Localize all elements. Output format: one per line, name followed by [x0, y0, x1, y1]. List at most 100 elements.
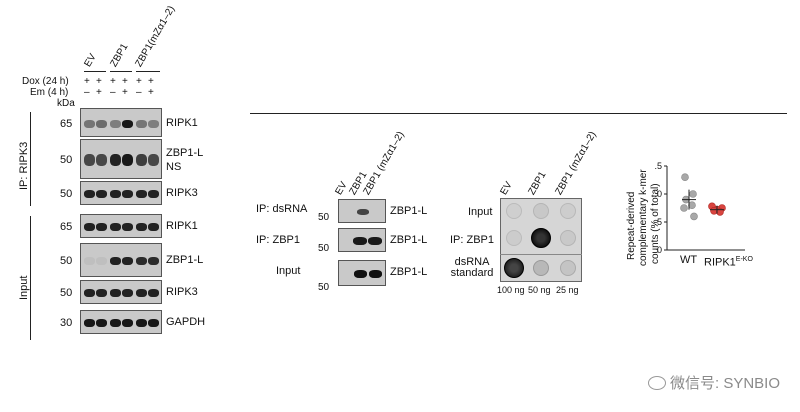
- scatter-svg: 1.5 1.0 0.5 0: [655, 161, 745, 255]
- band: [136, 257, 147, 265]
- middle-lane-zbp1-mut: ZBP1 (mZα1–2): [361, 129, 407, 197]
- data-point: [690, 212, 698, 221]
- watermark: 微信号: SYNBIO: [648, 372, 780, 393]
- ip-section-bracket: [30, 112, 31, 206]
- band: [369, 270, 382, 278]
- input-section-bracket: [30, 216, 31, 340]
- middle-row-label-ip-dsrna: IP: dsRNA: [256, 203, 308, 215]
- scatter-xlabel-ko-text: RIPK1: [704, 256, 736, 269]
- band: [84, 289, 95, 297]
- input-section-label: Input: [18, 275, 30, 300]
- band: [122, 289, 133, 297]
- band: [84, 154, 95, 166]
- dot-ip-ev: [506, 230, 522, 246]
- dot-row-dsrna-standard: dsRNA standard: [450, 256, 494, 279]
- band: [148, 154, 159, 166]
- band: [122, 223, 133, 231]
- data-point: [681, 173, 689, 182]
- wechat-icon: [648, 376, 666, 390]
- dox-sign: +: [122, 76, 128, 87]
- middle-band-label-1: ZBP1-L: [390, 205, 428, 217]
- dot-lane-zbp1-mut: ZBP1 (mZα1–2): [553, 129, 599, 197]
- std-amount-50: 50 ng: [528, 285, 551, 295]
- scatter-xlabel-ko-sup: E-KO: [735, 256, 753, 263]
- condition-label-zbp1: ZBP1: [108, 41, 131, 69]
- y-tick-label: 0: [657, 245, 662, 255]
- dot-ip-zbp1: [531, 228, 551, 248]
- band: [136, 319, 147, 327]
- dox-sign: +: [148, 76, 154, 87]
- band: [110, 119, 121, 128]
- dot-std-50: [533, 260, 549, 276]
- band: [96, 319, 107, 327]
- left-blot-marker: 50: [60, 154, 73, 166]
- band: [110, 223, 121, 231]
- band: [110, 257, 121, 265]
- middle-marker-1: 50: [318, 212, 330, 223]
- band: [84, 319, 95, 327]
- band: [148, 223, 159, 231]
- left-blot-marker: 65: [60, 221, 73, 233]
- middle-band-label-3: ZBP1-L: [390, 266, 428, 278]
- left-blot: [80, 181, 162, 205]
- band: [96, 289, 107, 297]
- left-blot-marker: 50: [60, 255, 73, 267]
- em-label: Em (4 h): [30, 87, 69, 98]
- dox-sign: +: [96, 76, 102, 87]
- std-amount-25: 25 ng: [556, 285, 579, 295]
- band: [96, 223, 107, 231]
- middle-row-label-ip-zbp1: IP: ZBP1: [256, 234, 301, 246]
- em-sign: +: [96, 87, 102, 98]
- left-blot-label: RIPK1: [166, 116, 198, 129]
- y-tick-label: 1.0: [655, 189, 662, 199]
- dox-sign: +: [84, 76, 90, 87]
- dot-input-zbp1: [533, 203, 549, 219]
- ip-ripk3-section-label: IP: RIPK3: [18, 141, 30, 190]
- dot-blot-row-sep: [500, 254, 582, 255]
- band: [84, 190, 95, 198]
- left-blot: [80, 139, 162, 179]
- left-blot-label: RIPK3: [166, 286, 198, 298]
- band: [136, 289, 147, 297]
- left-blot-label: GAPDH: [166, 316, 206, 328]
- band: [136, 154, 147, 166]
- std-amount-100: 100 ng: [497, 285, 525, 295]
- data-point: [689, 190, 697, 198]
- em-sign: –: [84, 87, 90, 98]
- band: [122, 154, 133, 166]
- scatter-xlabel-wt: WT: [680, 254, 698, 266]
- data-point: [688, 201, 696, 210]
- band: [110, 289, 121, 297]
- left-blot-label: RIPK3: [166, 187, 198, 199]
- em-sign: +: [148, 87, 154, 98]
- band: [96, 257, 107, 265]
- scatter-xlabel-ko: RIPK1E-KO: [704, 254, 753, 269]
- band: [84, 257, 95, 265]
- band: [353, 237, 367, 245]
- scatter-ylabel-line1: Repeat-derived: [626, 191, 637, 260]
- band: [148, 289, 159, 297]
- condition-label-zbp1-mut: ZBP1(mZα1–2): [133, 4, 178, 69]
- middle-band-label-2: ZBP1-L: [390, 234, 428, 246]
- band: [357, 209, 369, 215]
- dox-sign: +: [110, 76, 116, 87]
- dot-input-mut: [560, 203, 576, 219]
- watermark-text: 微信号: SYNBIO: [670, 375, 781, 392]
- band: [122, 319, 133, 327]
- left-blot: [80, 280, 162, 304]
- em-sign: +: [122, 87, 128, 98]
- band: [110, 319, 121, 327]
- left-blot-marker: 50: [60, 188, 73, 200]
- middle-marker-3: 50: [318, 282, 330, 293]
- band: [96, 190, 107, 198]
- band: [96, 119, 107, 128]
- middle-marker-2: 50: [318, 243, 330, 254]
- data-point: [680, 204, 688, 212]
- left-blot: [80, 108, 162, 137]
- left-blot-label: ZBP1-L: [166, 147, 204, 159]
- dot-row-input: Input: [468, 206, 493, 218]
- band: [148, 190, 159, 198]
- left-blot-marker: 65: [60, 117, 73, 130]
- middle-blot-ip-dsrna: [338, 199, 386, 223]
- dot-input-ev: [506, 203, 522, 219]
